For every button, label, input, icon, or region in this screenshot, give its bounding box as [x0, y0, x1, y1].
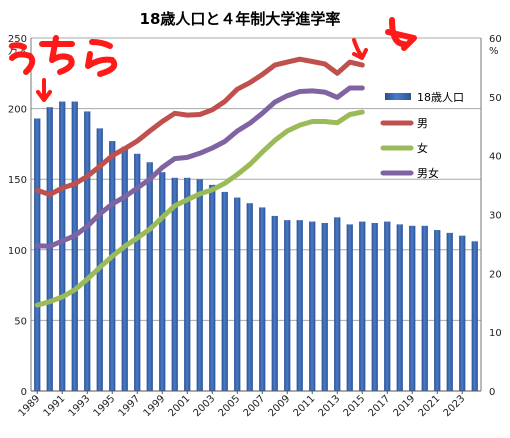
bar-18sai-2017 — [384, 221, 391, 391]
bar-18sai-2018 — [396, 224, 403, 391]
annotation-squiggle-top-right — [385, 17, 417, 51]
bar-18sai-2010 — [296, 220, 303, 391]
bar-18sai-1998 — [146, 162, 153, 391]
right-axis-tick-label: 30 — [489, 211, 502, 222]
bar-series — [34, 101, 478, 392]
bar-18sai-1994 — [96, 128, 103, 392]
bar-18sai-1991 — [59, 101, 66, 391]
right-axis-unit: % — [489, 46, 499, 57]
right-axis-tick-label: 50 — [489, 93, 502, 104]
right-axis-tick-label: 20 — [489, 269, 502, 280]
bar-18sai-2003 — [209, 184, 216, 391]
bar-18sai-1993 — [84, 111, 91, 391]
bar-18sai-1995 — [109, 141, 116, 391]
annotation-arrow-left — [36, 78, 52, 102]
bar-18sai-2013 — [334, 217, 341, 391]
right-axis-tick-label: 40 — [489, 152, 502, 163]
annotation-arrow-right — [352, 38, 368, 60]
bar-18sai-2006 — [246, 203, 253, 391]
bar-18sai-2011 — [309, 221, 316, 391]
bar-18sai-1990 — [46, 107, 53, 392]
bar-18sai-2020 — [421, 225, 428, 391]
right-axis-tick-label: 10 — [489, 328, 502, 339]
bar-18sai-2001 — [184, 177, 191, 391]
left-axis-tick-label: 200 — [8, 105, 27, 116]
bar-18sai-1996 — [121, 146, 128, 391]
annotation-scribble-chi — [39, 35, 75, 75]
bar-18sai-1999 — [159, 172, 166, 391]
right-axis-tick-label: 0 — [489, 387, 495, 398]
bar-18sai-1997 — [134, 153, 141, 391]
bar-18sai-2008 — [271, 215, 278, 391]
chart-title: 18歳人口と４年制大学進学率 — [140, 10, 341, 28]
bar-18sai-2015 — [359, 221, 366, 391]
legend-label-18sai: 18歳人口 — [417, 91, 464, 104]
right-axis-tick-labels: 0 10 20 30 40 50 60 — [489, 34, 502, 398]
bar-18sai-2007 — [259, 207, 266, 391]
legend-swatch-18sai — [385, 93, 411, 100]
bar-18sai-2023 — [459, 235, 466, 391]
left-axis-tick-labels: 0 50 100 150 200 250 — [8, 34, 27, 398]
line-series — [34, 56, 365, 308]
line-series-0 — [34, 56, 365, 197]
left-axis-tick-label: 50 — [14, 316, 27, 327]
left-axis-tick-label: 250 — [8, 34, 27, 45]
line-series-2 — [34, 85, 365, 249]
legend-label-series-2: 男女 — [417, 166, 439, 180]
bar-18sai-2016 — [371, 222, 378, 391]
bar-18sai-2014 — [346, 224, 353, 391]
legend-label-series-1: 女 — [417, 141, 428, 155]
bar-18sai-2002 — [196, 179, 203, 391]
right-axis-tick-label: 60 — [489, 34, 502, 45]
bar-18sai-1989 — [34, 118, 41, 391]
bar-18sai-1992 — [71, 101, 78, 391]
left-axis-tick-label: 150 — [8, 175, 27, 186]
left-axis-tick-label: 100 — [8, 246, 27, 257]
bar-18sai-2005 — [234, 197, 241, 391]
annotation-scribble-u — [9, 42, 36, 75]
bar-18sai-2004 — [221, 191, 228, 391]
bar-18sai-2009 — [284, 220, 291, 391]
bar-18sai-2000 — [171, 177, 178, 391]
line-series-1 — [34, 109, 365, 308]
bar-18sai-2019 — [409, 225, 416, 391]
left-axis-tick-label: 0 — [21, 387, 27, 398]
bar-18sai-2012 — [321, 222, 328, 391]
handwritten-annotation — [9, 17, 417, 102]
annotation-scribble-ra — [85, 39, 118, 77]
bar-18sai-2021 — [434, 230, 441, 391]
legend-label-series-0: 男 — [417, 117, 428, 130]
gridlines — [31, 37, 481, 321]
bar-18sai-2024 — [471, 241, 478, 391]
bar-18sai-2022 — [446, 232, 453, 391]
